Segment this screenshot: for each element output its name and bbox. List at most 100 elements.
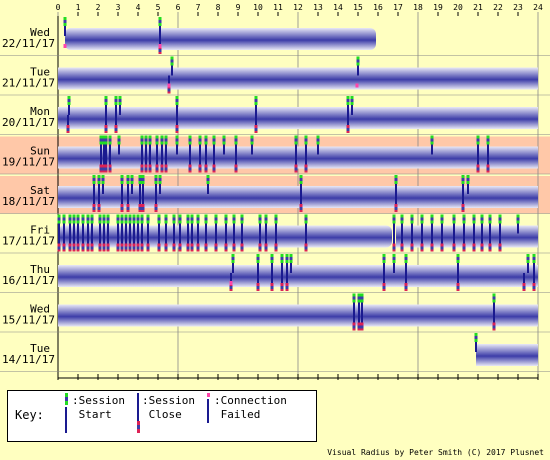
session-start-marker: [63, 17, 67, 20]
session-close-marker: [178, 246, 182, 250]
session-close-marker: [280, 286, 284, 289]
session-start-marker: [526, 257, 530, 260]
session-start-marker: [404, 260, 408, 263]
session-start-marker: [138, 175, 142, 178]
session-close-marker: [461, 204, 465, 207]
session-start-marker: [67, 96, 71, 99]
session-start-marker: [128, 214, 132, 218]
session-close-marker: [140, 164, 144, 168]
session-close-marker: [144, 170, 148, 173]
session-start-marker: [456, 260, 460, 263]
session-close-marker: [158, 52, 162, 54]
session-close-marker: [256, 289, 260, 291]
hour-label: 18: [413, 3, 423, 12]
session-close-marker: [346, 128, 350, 131]
session-close-marker: [132, 249, 136, 252]
session-start-marker: [360, 293, 364, 297]
session-start-marker: [285, 257, 289, 260]
session-close-marker: [212, 170, 216, 173]
session-start-marker: [474, 333, 478, 336]
session-close-marker: [285, 286, 289, 289]
hour-label: 20: [453, 3, 463, 12]
session-start-marker: [394, 181, 398, 184]
session-start-marker: [357, 299, 361, 303]
session-close-marker: [274, 243, 278, 247]
session-close-marker: [160, 167, 164, 171]
connection-failed-marker: [158, 44, 162, 48]
session-close-marker: [258, 249, 262, 252]
session-close-marker: [224, 249, 228, 252]
session-start-marker: [126, 178, 130, 181]
session-close-marker: [264, 246, 268, 250]
session-start-marker: [57, 214, 61, 218]
session-close-marker: [258, 243, 262, 247]
session-close-marker: [285, 283, 289, 286]
session-close-marker: [304, 249, 308, 252]
session-start-marker: [67, 102, 71, 105]
session-close-marker: [420, 249, 424, 252]
session-start-marker: [394, 175, 398, 178]
session-start-marker: [258, 217, 262, 221]
session-start-marker: [472, 214, 476, 218]
session-close-marker: [410, 246, 414, 250]
session-close-marker: [352, 325, 356, 329]
session-start-marker: [456, 254, 460, 257]
session-start-marker: [144, 135, 148, 139]
session-start-marker: [274, 214, 278, 218]
session-start-marker: [120, 220, 124, 224]
session-close-marker: [178, 243, 182, 247]
session-start-marker: [420, 217, 424, 221]
session-close-marker: [116, 246, 120, 250]
session-start-marker: [124, 217, 128, 221]
session-start-marker: [158, 178, 162, 181]
session-close-marker: [264, 243, 268, 247]
hour-label: 22: [493, 3, 503, 12]
session-start-marker: [440, 217, 444, 221]
day-date-label: 16/11/17: [2, 274, 55, 287]
session-close-marker: [104, 170, 108, 173]
session-close-marker: [214, 246, 218, 250]
session-start-marker: [102, 214, 106, 218]
session-start-marker: [256, 260, 260, 263]
day-name-label: Sat: [30, 184, 50, 197]
session-start-marker: [102, 217, 106, 221]
session-start-marker: [350, 96, 354, 99]
session-start-marker: [222, 138, 226, 142]
session-close-marker: [175, 131, 179, 133]
session-start-marker: [462, 220, 466, 224]
session-start-marker: [206, 181, 210, 184]
session-start-marker: [204, 214, 208, 218]
session-start-marker: [132, 220, 136, 224]
session-start-marker: [214, 214, 218, 218]
session-start-marker: [264, 214, 268, 218]
session-close-marker: [106, 249, 110, 252]
session-close-marker: [232, 249, 236, 252]
session-close-marker: [214, 249, 218, 252]
session-close-marker: [186, 249, 190, 252]
day-date-label: 14/11/17: [2, 353, 55, 366]
session-start-marker: [498, 220, 502, 224]
session-close-marker: [404, 283, 408, 286]
hour-label: 10: [253, 3, 263, 12]
session-start-marker: [120, 175, 124, 178]
session-start-marker: [104, 141, 108, 145]
session-start-marker: [240, 214, 244, 218]
session-close-marker: [456, 283, 460, 286]
session-start-marker: [400, 214, 404, 218]
session-start-marker: [104, 138, 108, 142]
session-start-marker: [76, 220, 80, 224]
session-close-marker: [232, 243, 236, 247]
session-close-marker: [57, 243, 61, 247]
session-start-marker: [392, 260, 396, 263]
session-close-marker: [204, 164, 208, 168]
session-start-marker: [250, 135, 254, 139]
session-start-marker: [63, 23, 67, 26]
session-start-marker: [498, 214, 502, 218]
session-start-marker: [92, 178, 96, 181]
legend-session-start: :Session Start: [72, 394, 125, 421]
session-close-marker: [294, 170, 298, 173]
session-close-marker: [66, 125, 70, 128]
hour-label: 21: [473, 3, 483, 12]
day-date-label: 19/11/17: [2, 156, 55, 169]
session-close-marker: [98, 246, 102, 250]
